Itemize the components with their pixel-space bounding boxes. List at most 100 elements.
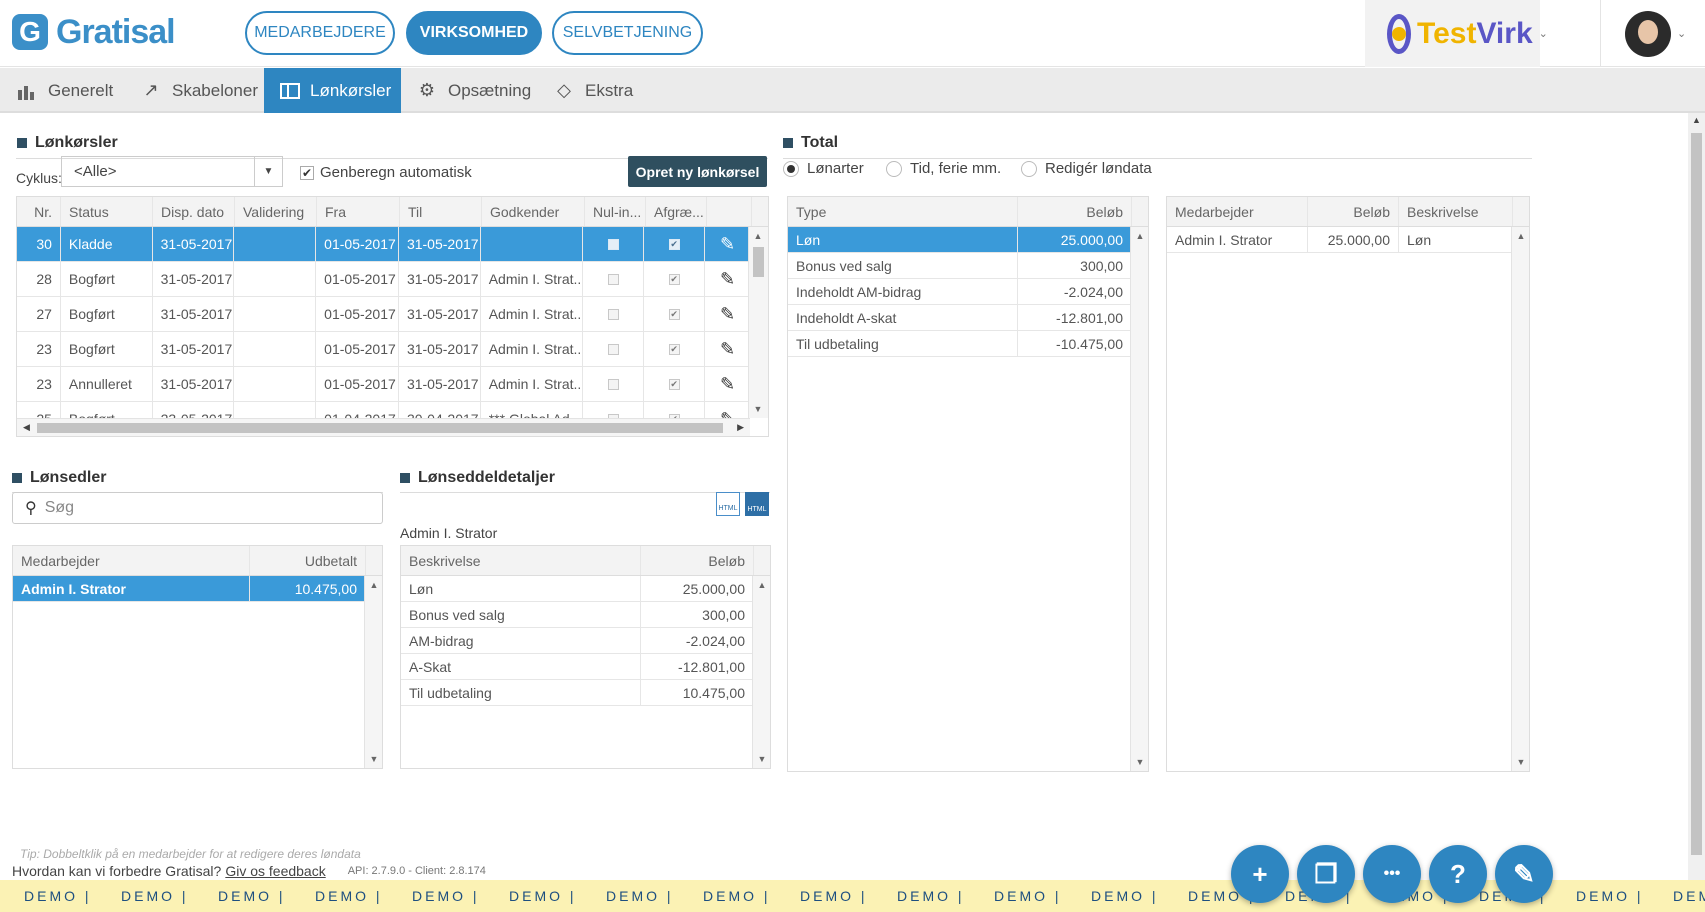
scroll-down-icon[interactable]: ▼ [753, 404, 763, 414]
col-belob[interactable]: Beløb [1308, 197, 1399, 226]
col-disp[interactable]: Disp. dato [153, 197, 235, 226]
scroll-up-icon[interactable]: ▲ [369, 580, 379, 590]
pencil-icon[interactable]: ✎ [719, 373, 736, 394]
pencil-icon[interactable]: ✎ [719, 268, 736, 289]
nav-selvbetjening-button[interactable]: SELVBETJENING [552, 11, 703, 55]
html-preview-icon[interactable]: HTML [745, 492, 769, 516]
tab-opsaetning[interactable]: ⚙ Opsætning [400, 68, 547, 113]
scrollbar-vertical[interactable]: ▲ ▼ [364, 576, 382, 768]
checkbox-checked-icon[interactable]: ✔ [668, 378, 680, 390]
scrollbar-thumb[interactable] [753, 247, 764, 277]
table-row[interactable]: Admin I. Strator 10.475,00 [13, 576, 366, 602]
table-row[interactable]: Til udbetaling 10.475,00 [401, 680, 754, 706]
col-nr[interactable]: Nr. [17, 197, 61, 226]
col-beskrivelse[interactable]: Beskrivelse [1399, 197, 1513, 226]
app-logo[interactable]: G Gratisal [12, 12, 176, 52]
radio-icon[interactable] [1021, 160, 1037, 177]
scrollbar-vertical[interactable]: ▲ ▼ [748, 227, 768, 418]
user-menu[interactable]: ⌄ [1600, 0, 1705, 67]
scrollbar-vertical[interactable]: ▲ ▼ [1130, 227, 1148, 771]
table-row[interactable]: Indeholdt A-skat -12.801,00 [788, 305, 1132, 331]
col-belob[interactable]: Beløb [641, 546, 754, 575]
scroll-right-icon[interactable]: ▶ [737, 422, 744, 432]
chevron-down-icon[interactable]: ▼ [254, 157, 282, 186]
radio-selected-icon[interactable] [783, 160, 799, 177]
copy-fab[interactable]: ❐ [1297, 845, 1355, 903]
nav-virksomhed-button[interactable]: VIRKSOMHED [406, 11, 542, 55]
scrollbar-thumb[interactable] [37, 423, 723, 433]
col-fra[interactable]: Fra [317, 197, 400, 226]
tab-skabeloner[interactable]: ↗ Skabeloner [124, 68, 274, 113]
col-medarbejder[interactable]: Medarbejder [13, 546, 250, 575]
table-row[interactable]: Admin I. Strator 25.000,00 Løn [1167, 227, 1513, 253]
table-row[interactable]: 23 Annulleret 31-05-2017 01-05-2017 31-05-20… [17, 367, 750, 402]
col-nul[interactable]: Nul-in... [585, 197, 646, 226]
edit-fab[interactable]: ✎ [1495, 845, 1553, 903]
scroll-down-icon[interactable]: ▼ [1135, 757, 1145, 767]
scroll-up-icon[interactable]: ▲ [1135, 231, 1145, 241]
tab-lonkorsler[interactable]: Lønkørsler [264, 68, 401, 113]
radio-rediger-londata[interactable]: Redigér løndata [1021, 160, 1152, 177]
col-til[interactable]: Til [400, 197, 482, 226]
scrollbar-thumb[interactable] [1691, 133, 1702, 855]
scroll-left-icon[interactable]: ◀ [23, 422, 30, 432]
col-status[interactable]: Status [61, 197, 153, 226]
checkbox-icon[interactable] [607, 273, 619, 285]
table-row[interactable]: 27 Bogført 31-05-2017 01-05-2017 31-05-2017 A… [17, 297, 750, 332]
col-beskrivelse[interactable]: Beskrivelse [401, 546, 641, 575]
scrollbar-horizontal[interactable]: ◀ ▶ [17, 418, 750, 436]
col-type[interactable]: Type [788, 197, 1018, 226]
checkbox-icon[interactable] [607, 343, 619, 355]
cycle-dropdown[interactable]: <Alle> ▼ [61, 156, 283, 187]
tab-ekstra[interactable]: ◇ Ekstra [537, 68, 649, 113]
pencil-icon[interactable]: ✎ [719, 233, 736, 254]
feedback-link[interactable]: Giv os feedback [225, 863, 326, 879]
search-input[interactable]: Søg [44, 499, 75, 516]
checkbox-icon[interactable] [607, 308, 619, 320]
search-field[interactable]: ⚲ Søg [12, 492, 383, 524]
radio-icon[interactable] [886, 160, 902, 177]
scrollbar-vertical[interactable]: ▲ ▼ [1511, 227, 1529, 771]
pencil-icon[interactable]: ✎ [719, 303, 736, 324]
scroll-down-icon[interactable]: ▼ [757, 754, 767, 764]
scroll-up-icon[interactable]: ▲ [753, 231, 763, 241]
tab-generelt[interactable]: Generelt [0, 68, 129, 113]
table-row[interactable]: Bonus ved salg 300,00 [401, 602, 754, 628]
table-row[interactable]: Løn 25.000,00 [401, 576, 754, 602]
col-godkender[interactable]: Godkender [482, 197, 585, 226]
help-fab[interactable]: ? [1429, 845, 1487, 903]
scroll-up-icon[interactable]: ▲ [757, 580, 767, 590]
nav-medarbejdere-button[interactable]: MEDARBEJDERE [245, 11, 395, 55]
col-validering[interactable]: Validering [235, 197, 317, 226]
col-medarbejder[interactable]: Medarbejder [1167, 197, 1308, 226]
table-row[interactable]: Bonus ved salg 300,00 [788, 253, 1132, 279]
table-row[interactable]: 28 Bogført 31-05-2017 01-05-2017 31-05-2017 A… [17, 262, 750, 297]
table-row[interactable]: Løn 25.000,00 [788, 227, 1132, 253]
table-row[interactable]: Til udbetaling -10.475,00 [788, 331, 1132, 357]
checkbox-checked-icon[interactable]: ✔ [668, 308, 680, 320]
checkbox-icon[interactable] [607, 378, 619, 390]
page-scrollbar[interactable]: ▲ [1688, 113, 1705, 880]
recalc-checkbox[interactable]: ✔ Genberegn automatisk [300, 164, 472, 181]
company-selector[interactable]: TestVirk ⌄ [1365, 0, 1548, 67]
pencil-icon[interactable]: ✎ [719, 338, 736, 359]
scroll-up-icon[interactable]: ▲ [1692, 115, 1701, 125]
checkbox-checked-icon[interactable]: ✔ [300, 165, 314, 180]
checkbox-checked-icon[interactable]: ✔ [668, 343, 680, 355]
scroll-down-icon[interactable]: ▼ [369, 754, 379, 764]
new-payrun-button[interactable]: Opret ny lønkørsel [628, 156, 767, 187]
table-row[interactable]: 30 Kladde 31-05-2017 01-05-2017 31-05-2017 ✔ ✎ [17, 227, 750, 262]
col-afg[interactable]: Afgræ... [646, 197, 707, 226]
radio-tid-ferie[interactable]: Tid, ferie mm. [886, 160, 1001, 177]
table-row[interactable]: Indeholdt AM-bidrag -2.024,00 [788, 279, 1132, 305]
scroll-down-icon[interactable]: ▼ [1516, 757, 1526, 767]
html-export-icon[interactable]: HTML [716, 492, 740, 516]
table-row[interactable]: AM-bidrag -2.024,00 [401, 628, 754, 654]
checkbox-icon[interactable] [607, 238, 619, 250]
checkbox-checked-icon[interactable]: ✔ [668, 273, 680, 285]
radio-lonarter[interactable]: Lønarter [783, 160, 864, 177]
add-fab[interactable]: + [1231, 845, 1289, 903]
table-row[interactable]: A-Skat -12.801,00 [401, 654, 754, 680]
col-udbetalt[interactable]: Udbetalt [250, 546, 366, 575]
table-row[interactable]: 23 Bogført 31-05-2017 01-05-2017 31-05-2017 A… [17, 332, 750, 367]
